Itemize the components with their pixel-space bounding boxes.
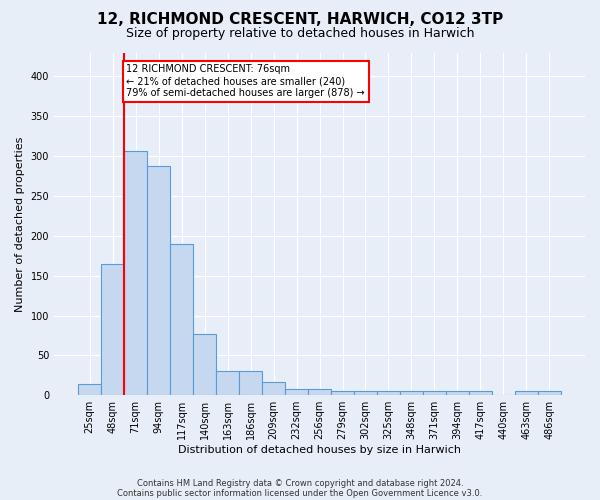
Text: 12, RICHMOND CRESCENT, HARWICH, CO12 3TP: 12, RICHMOND CRESCENT, HARWICH, CO12 3TP — [97, 12, 503, 28]
Text: Size of property relative to detached houses in Harwich: Size of property relative to detached ho… — [126, 28, 474, 40]
Bar — [400, 391, 423, 395]
Bar — [147, 166, 170, 395]
Bar — [331, 391, 354, 395]
Bar — [124, 150, 147, 395]
Bar — [423, 391, 446, 395]
Bar — [538, 391, 561, 395]
Text: 12 RICHMOND CRESCENT: 76sqm
← 21% of detached houses are smaller (240)
79% of se: 12 RICHMOND CRESCENT: 76sqm ← 21% of det… — [127, 64, 365, 98]
Bar — [285, 389, 308, 395]
Bar — [216, 372, 239, 395]
Bar — [193, 334, 216, 395]
Bar — [515, 391, 538, 395]
Bar — [78, 384, 101, 395]
Bar — [170, 244, 193, 395]
Bar — [446, 391, 469, 395]
Text: Contains public sector information licensed under the Open Government Licence v3: Contains public sector information licen… — [118, 488, 482, 498]
Bar — [239, 372, 262, 395]
X-axis label: Distribution of detached houses by size in Harwich: Distribution of detached houses by size … — [178, 445, 461, 455]
Bar — [308, 389, 331, 395]
Bar — [377, 391, 400, 395]
Text: Contains HM Land Registry data © Crown copyright and database right 2024.: Contains HM Land Registry data © Crown c… — [137, 478, 463, 488]
Y-axis label: Number of detached properties: Number of detached properties — [15, 136, 25, 312]
Bar — [354, 391, 377, 395]
Bar — [101, 264, 124, 395]
Bar — [262, 382, 285, 395]
Bar — [469, 391, 492, 395]
